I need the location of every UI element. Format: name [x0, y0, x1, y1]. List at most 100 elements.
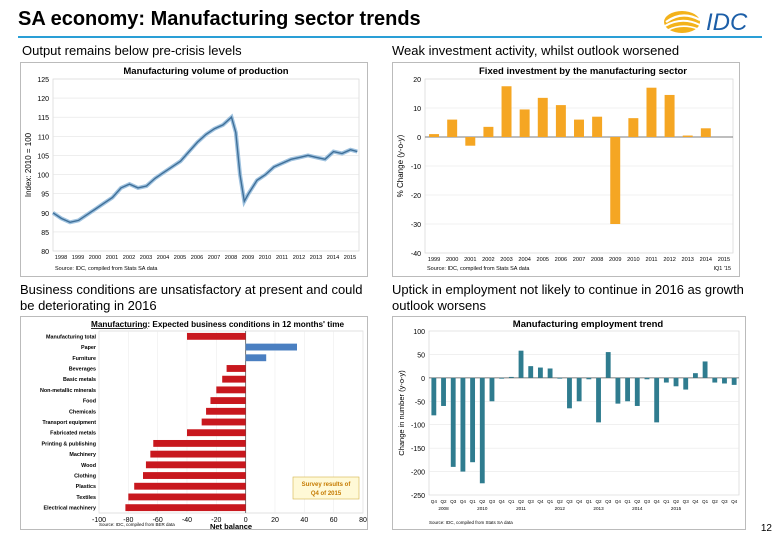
bar — [628, 118, 639, 137]
chart-title: Manufacturing volume of production — [123, 66, 288, 77]
source-note: Source: IDC, compiled from BER data — [99, 522, 175, 527]
y-tick-label: -200 — [411, 470, 425, 477]
x-tick-label: -80 — [123, 517, 133, 524]
bar — [450, 377, 456, 467]
y-tick-label: 10 — [413, 106, 421, 113]
x-tick-label: 80 — [359, 517, 367, 524]
category-label: Food — [83, 399, 96, 405]
bar — [731, 377, 737, 385]
y-tick-label: 100 — [413, 329, 425, 336]
bar — [646, 87, 657, 137]
bar — [460, 377, 466, 472]
x-tick-label: 2007 — [573, 257, 585, 263]
bar — [625, 377, 631, 402]
bar — [245, 354, 267, 362]
chart-title: Fixed investment by the manufacturing se… — [479, 66, 687, 77]
x-tick-label: 2007 — [208, 255, 220, 261]
idc-logo: IDC — [664, 9, 748, 36]
bar — [483, 126, 494, 137]
x-tick-label: 2005 — [537, 257, 549, 263]
logo-text: IDC — [706, 9, 748, 36]
bar — [206, 407, 246, 415]
x-tick-label: 2002 — [123, 255, 135, 261]
bar — [576, 377, 582, 402]
category-label: Plastics — [76, 484, 96, 490]
x-tick-label: 2000 — [446, 257, 458, 263]
y-tick-label: 0 — [417, 135, 421, 142]
quarter-label: Q2 — [712, 499, 719, 504]
y-tick-label: 20 — [413, 77, 421, 84]
bar — [712, 377, 718, 383]
quarter-label: Q4 — [537, 499, 544, 504]
quarter-label: Q2 — [557, 499, 564, 504]
quarter-label: Q3 — [489, 499, 496, 504]
year-label: 2015 — [671, 506, 682, 511]
bar — [222, 375, 246, 383]
chart-business-conditions: -100 -80 -60 -40 -20 0 20 40 60 80 Manufacturing t… — [20, 316, 368, 530]
y-tick-label: 110 — [38, 134, 49, 141]
y-tick-label: 85 — [41, 230, 49, 237]
x-tick-label: 2010 — [259, 255, 271, 261]
bar — [201, 418, 246, 426]
bar — [518, 350, 524, 378]
x-tick-label: 2006 — [555, 257, 567, 263]
x-tick-label: 2010 — [627, 257, 639, 263]
source-note: Source: IDC, compiled from Stats SA data — [429, 520, 513, 525]
y-tick-label: -100 — [411, 423, 425, 430]
quarter-label: Q2 — [479, 499, 486, 504]
bar — [447, 119, 458, 137]
x-tick-label: 2008 — [225, 255, 237, 261]
y-axis-label: Index: 2010 = 100 — [24, 132, 33, 197]
bar — [470, 377, 476, 463]
bar — [683, 377, 689, 390]
quarter-label: Q3 — [566, 499, 573, 504]
slide-title: SA economy: Manufacturing sector trends — [18, 8, 421, 30]
bar — [226, 365, 246, 372]
y-tick-label: 125 — [37, 77, 49, 84]
y-tick-label: -40 — [411, 251, 421, 258]
quarter-label: Q2 — [673, 499, 680, 504]
x-tick-label: 2011 — [276, 255, 288, 261]
chart-title-rest: : Expected business conditions in 12 mon… — [147, 320, 344, 329]
caption-bottom-right: Uptick in employment not likely to conti… — [392, 282, 744, 313]
y-tick-label: -20 — [411, 193, 421, 200]
quarter-label: Q1 — [625, 499, 632, 504]
bar — [479, 377, 485, 484]
bar — [700, 128, 711, 137]
period-note: IQ1 '15 — [713, 266, 731, 272]
year-label: 2010 — [477, 506, 488, 511]
bar — [610, 137, 621, 224]
quarter-label: Q2 — [440, 499, 447, 504]
x-tick-label: -40 — [182, 517, 192, 524]
bar — [634, 377, 640, 406]
x-tick-label: 2014 — [327, 255, 339, 261]
quarter-label: Q3 — [450, 499, 457, 504]
category-label: Transport equipment — [42, 420, 96, 426]
bar — [499, 377, 505, 379]
bar — [210, 397, 246, 405]
x-tick-label: 2011 — [645, 257, 657, 263]
x-tick-label: 2002 — [482, 257, 494, 263]
category-label: Machinery — [69, 452, 96, 458]
quarter-label: Q1 — [702, 499, 709, 504]
bar — [664, 94, 675, 137]
x-tick-label: 2015 — [344, 255, 356, 261]
bar — [528, 366, 534, 378]
x-axis-label: Net balance — [210, 522, 252, 530]
y-tick-label: -50 — [415, 399, 425, 406]
y-tick-label: 115 — [38, 115, 49, 122]
category-label: Fabricated metals — [50, 431, 96, 437]
bar — [143, 472, 246, 479]
quarter-label: Q1 — [663, 499, 670, 504]
bar — [557, 377, 563, 379]
source-note: Source: IDC, compiled from Stats SA data — [427, 266, 530, 272]
y-tick-label: -150 — [411, 446, 425, 453]
x-tick-label: 2015 — [718, 257, 730, 263]
y-tick-label: 105 — [37, 153, 49, 160]
page-number: 12 — [760, 523, 772, 534]
y-tick-label: -30 — [411, 222, 421, 229]
category-label: Chemicals — [69, 409, 96, 415]
y-axis-label: % Change (y-o-y) — [396, 134, 405, 197]
x-tick-label: 2012 — [293, 255, 305, 261]
